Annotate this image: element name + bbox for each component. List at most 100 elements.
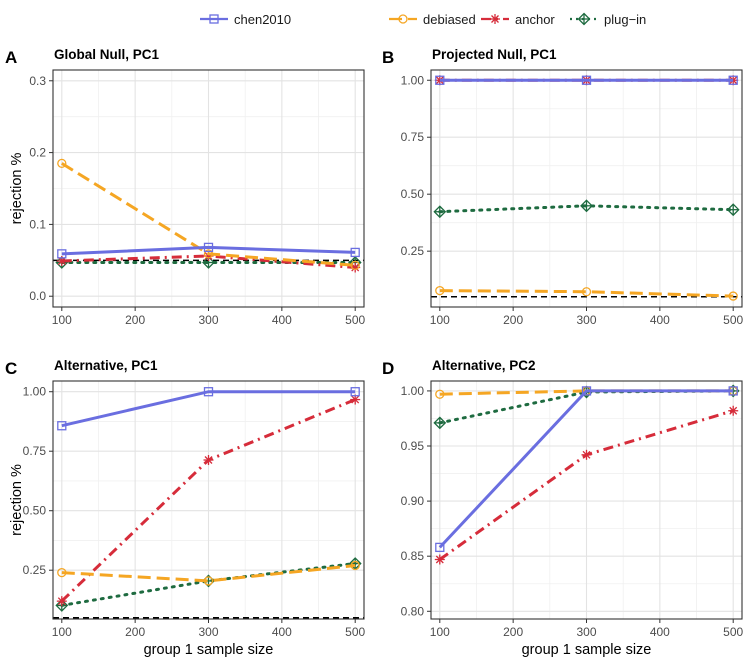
legend-label: chen2010	[234, 12, 291, 27]
data-point	[203, 242, 214, 253]
legend-item-plugin: plug−in	[570, 12, 646, 27]
series-chen2010	[57, 242, 360, 259]
data-point	[435, 389, 445, 399]
series-chen2010	[57, 387, 360, 431]
data-point	[433, 205, 447, 219]
x-tick-label: 300	[576, 625, 596, 639]
legend-item-chen2010: chen2010	[200, 12, 291, 27]
panel-title: Global Null, PC1	[54, 47, 160, 62]
series-line	[60, 562, 357, 607]
panel-C: C Alternative, PC1 100 200 300 400 500 0.25 0.50…	[5, 358, 366, 658]
series-line	[439, 389, 734, 396]
series-line	[61, 245, 356, 256]
x-tick-label: 200	[125, 625, 145, 639]
x-tick-label: 200	[503, 625, 523, 639]
panel-title: Projected Null, PC1	[432, 47, 557, 62]
legend-item-anchor: anchor	[481, 12, 555, 27]
x-tick-label: 100	[52, 313, 72, 327]
panel-letter: C	[5, 359, 17, 378]
data-point	[350, 394, 361, 405]
x-tick-label: 500	[345, 313, 365, 327]
panel-letter: D	[382, 359, 394, 378]
x-tick-label: 400	[650, 313, 670, 327]
series-line	[61, 254, 356, 269]
y-tick-label: 0.2	[29, 146, 46, 160]
series-plugin	[433, 199, 740, 219]
legend-marker	[398, 14, 408, 24]
data-point	[350, 387, 360, 397]
series-chen2010	[435, 386, 738, 553]
panel-letter: A	[5, 48, 17, 67]
y-tick-label: 1.00	[401, 384, 425, 398]
y-tick-label: 0.50	[23, 504, 47, 518]
panel-title: Alternative, PC2	[432, 358, 536, 373]
series-line	[439, 289, 734, 298]
gridlines	[53, 381, 364, 619]
x-tick-label: 500	[723, 313, 743, 327]
x-tick-label: 400	[272, 313, 292, 327]
series-chen2010	[435, 75, 738, 85]
legend-label: anchor	[515, 12, 555, 27]
panel-D: D Alternative, PC2 100 200 300 400 500 0.80 0.85…	[382, 358, 744, 658]
data-point	[434, 554, 445, 565]
data-point	[728, 291, 738, 301]
panel-title: Alternative, PC1	[54, 358, 158, 373]
data-point	[435, 285, 445, 296]
data-point	[350, 260, 360, 270]
y-tick-label: 0.1	[29, 217, 46, 231]
data-point	[203, 249, 214, 259]
x-axis-label: group 1 sample size	[144, 642, 274, 658]
data-point	[581, 449, 592, 460]
data-point	[726, 203, 740, 217]
data-point	[350, 560, 360, 571]
series-line	[438, 389, 734, 549]
data-point	[57, 158, 67, 169]
panel-border	[52, 69, 365, 308]
panel-border	[430, 69, 743, 308]
y-tick-label: 0.95	[401, 439, 425, 453]
data-point	[350, 247, 360, 258]
data-point	[57, 567, 67, 578]
y-tick-label: 0.80	[401, 604, 425, 618]
data-point	[203, 387, 214, 397]
legend-marker	[209, 14, 219, 24]
x-tick-label: 100	[430, 313, 450, 327]
y-tick-label: 0.75	[23, 444, 47, 458]
panels: A Global Null, PC1 100 200 300 400 500 0.0 0.1 0.…	[5, 47, 744, 658]
series-anchor	[56, 394, 361, 607]
y-tick-label: 0.25	[23, 563, 47, 577]
x-tick-label: 200	[503, 313, 523, 327]
y-tick-label: 0.75	[401, 130, 425, 144]
y-tick-label: 1.00	[23, 385, 47, 399]
series-anchor	[434, 405, 739, 565]
series-line	[61, 390, 356, 428]
panel-A: A Global Null, PC1 100 200 300 400 500 0.0 0.1 0.…	[5, 47, 366, 327]
y-tick-label: 0.90	[401, 494, 425, 508]
panel-B: B Projected Null, PC1 100 200 300 400 500 0.25 0…	[382, 47, 744, 327]
x-tick-label: 300	[198, 313, 218, 327]
series-debiased	[435, 285, 738, 301]
y-tick-label: 0.50	[401, 187, 425, 201]
data-point	[56, 596, 67, 607]
data-point	[203, 576, 214, 586]
data-point	[581, 287, 592, 297]
data-point	[433, 416, 447, 430]
x-tick-label: 100	[52, 625, 72, 639]
legend-item-debiased: debiased	[389, 12, 476, 27]
data-point	[435, 542, 445, 553]
x-tick-label: 300	[576, 313, 596, 327]
y-axis-label: rejection %	[9, 464, 25, 536]
data-point	[57, 421, 67, 431]
data-point	[728, 405, 739, 416]
x-tick-label: 300	[198, 625, 218, 639]
x-tick-label: 400	[272, 625, 292, 639]
x-tick-label: 500	[345, 625, 365, 639]
gridlines	[53, 70, 364, 307]
panel-border	[52, 380, 365, 620]
series-line	[61, 564, 356, 583]
y-tick-label: 0.0	[29, 289, 46, 303]
data-point	[728, 75, 738, 85]
x-tick-label: 500	[723, 625, 743, 639]
data-point	[728, 386, 738, 396]
